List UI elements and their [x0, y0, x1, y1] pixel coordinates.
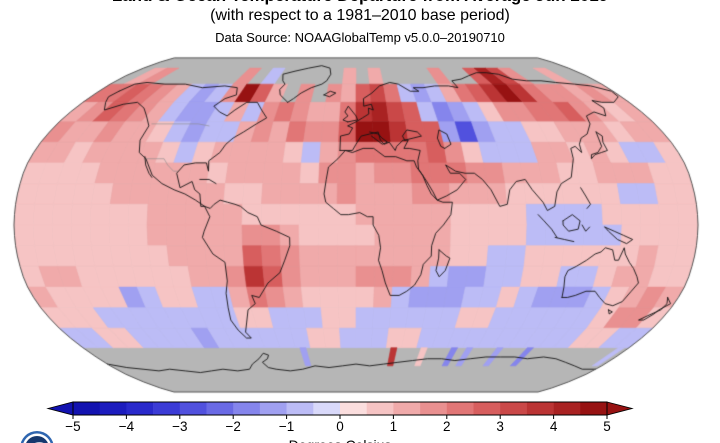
- data-source: Data Source: NOAAGlobalTemp v5.0.0–20190…: [215, 30, 505, 45]
- chart-title: Land & Ocean Temperature Departure from …: [112, 0, 608, 6]
- noaa-logo-icon: [19, 430, 55, 443]
- chart-subtitle: (with respect to a 1981–2010 base period…: [210, 7, 510, 24]
- colorbar: [40, 399, 680, 421]
- unit-label: Degrees Celsius: [289, 437, 392, 443]
